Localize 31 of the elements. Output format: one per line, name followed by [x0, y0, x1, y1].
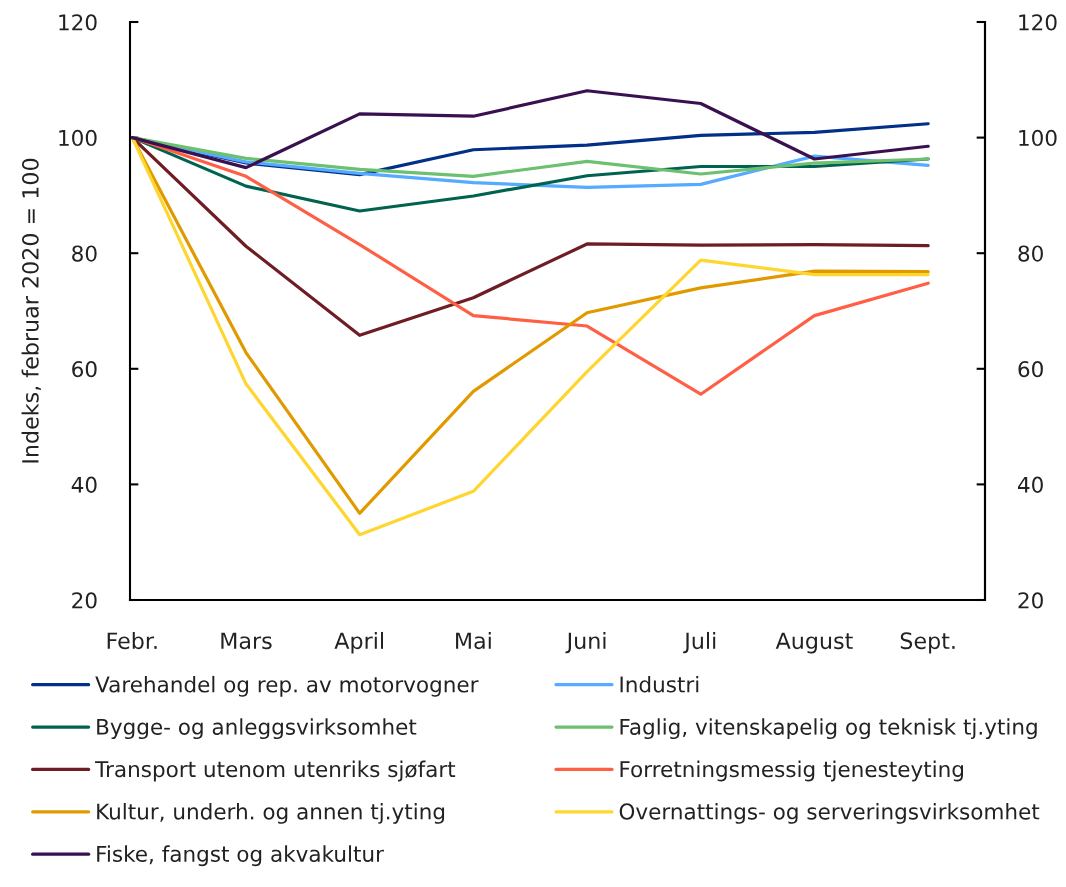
x-tick-label: Febr. [107, 631, 157, 650]
x-tick-label: Juni [565, 631, 606, 654]
y-tick-label: 60 [72, 361, 97, 378]
y2-tick-label: 120 [1019, 14, 1057, 31]
y-axis-title: Indeks, februar 2020 = 100 [21, 158, 42, 463]
y-tick-label: 20 [72, 592, 97, 609]
y2-tick-label: 60 [1018, 361, 1043, 378]
legend-label: Forretningsmessig tjenesteyting [620, 760, 963, 782]
line-series [130, 89, 930, 170]
y2-tick-label: 80 [1018, 245, 1043, 262]
x-tick-label: Mars [221, 632, 272, 650]
y-tick-label: 100 [59, 129, 97, 147]
legend-label: Overnattings- og serveringsvirksomhet [619, 802, 1040, 824]
legend-label: Fiske, fangst og akvakultur [97, 845, 384, 867]
legend-label: Industri [620, 675, 699, 693]
legend-label: Bygge- og anleggsvirksomhet [97, 718, 417, 740]
y-tick-label: 120 [59, 14, 97, 31]
y2-tick-label: 100 [1019, 129, 1057, 147]
legend-label: Faglig, vitenskapelig og teknisk tj.yting [620, 718, 1037, 740]
x-tick-label: April [334, 631, 383, 654]
x-tick-label: August [775, 632, 853, 654]
x-tick-label: Juli [683, 631, 716, 654]
y2-tick-label: 20 [1018, 592, 1043, 609]
y-tick-label: 40 [71, 476, 97, 493]
x-tick-label: Sept. [900, 632, 955, 654]
y-tick-label: 80 [72, 245, 97, 262]
y2-tick-label: 40 [1018, 476, 1043, 493]
legend-label: Varehandel og rep. av motorvogner [95, 675, 479, 697]
legend-label: Transport utenom utenriks sjøfart [95, 760, 456, 782]
x-tick-label: Mai [456, 631, 491, 650]
legend-label: Kultur, underh. og annen tj.yting [97, 802, 445, 824]
